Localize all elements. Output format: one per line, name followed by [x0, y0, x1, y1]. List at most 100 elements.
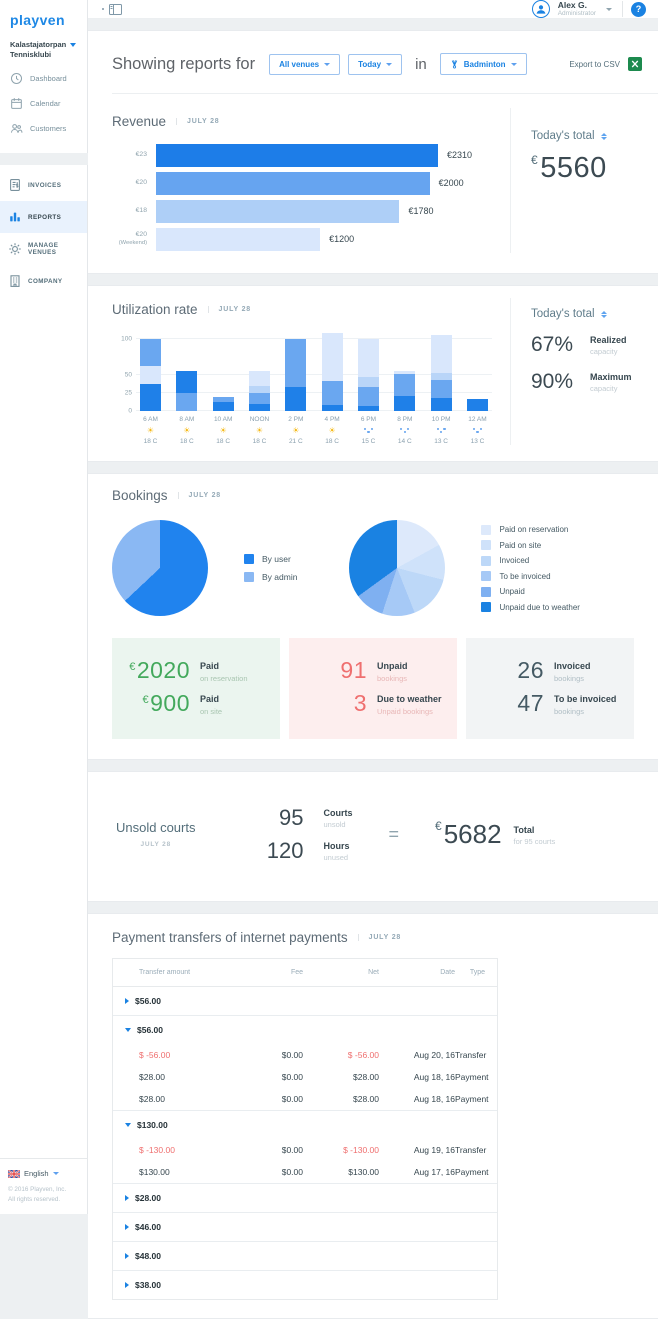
- revenue-bar-track: €2310: [156, 143, 472, 167]
- payments-table-header: Transfer amount Fee Net Date Type: [113, 959, 497, 987]
- sort-icon[interactable]: [600, 132, 607, 140]
- stat-value: €900: [142, 689, 190, 716]
- sort-icon[interactable]: [600, 310, 607, 318]
- venue-filter-button[interactable]: All venues: [269, 53, 341, 75]
- chevron-down-icon[interactable]: [606, 7, 612, 11]
- sidebar: playven Kalastajatorpan Tennisklubi Dash…: [0, 0, 88, 1222]
- cell: Aug 19, 16: [413, 1144, 455, 1155]
- stat-value: 47: [517, 689, 544, 716]
- revenue-bar-track: €2000: [156, 171, 472, 195]
- bar-segment: [430, 335, 452, 373]
- bar-segment: [176, 393, 198, 411]
- table-row: $28.00 $0.00 $28.00 Aug 18, 16 Payment: [113, 1088, 497, 1110]
- help-button[interactable]: ?: [631, 1, 646, 17]
- revenue-bar-value: €2310: [446, 150, 472, 160]
- legend-swatch: [244, 572, 254, 583]
- main-content: Alex G. Administrator ? Showing reports …: [88, 0, 658, 1319]
- sidebar-item-label: Calendar: [30, 99, 61, 109]
- sidebar-item-calendar[interactable]: Calendar: [8, 91, 81, 116]
- stat-sublabel: bookings: [377, 673, 408, 683]
- cell: $130.00: [348, 1166, 379, 1177]
- sun-icon: ☀: [146, 426, 155, 435]
- club-selector[interactable]: Kalastajatorpan Tennisklubi: [10, 40, 81, 60]
- revenue-bar: [156, 171, 430, 195]
- legend-label: Paid on site: [499, 540, 542, 550]
- transfer-group-header[interactable]: $38.00: [113, 1269, 497, 1299]
- cell: $0.00: [281, 1166, 303, 1177]
- payments-date: JULY 28: [357, 933, 401, 941]
- divider: [622, 1, 623, 17]
- sidebar-item-invoices[interactable]: INVOICES: [0, 169, 87, 201]
- expand-icon: [125, 1223, 129, 1230]
- sidebar-item-dashboard[interactable]: Dashboard: [8, 66, 81, 91]
- column-header: Transfer amount: [139, 968, 191, 976]
- expand-icon: [125, 1252, 129, 1259]
- sidebar-item-company[interactable]: COMPANY: [0, 265, 87, 297]
- sidebar-item-manage-venues[interactable]: MANAGE VENUES: [0, 233, 87, 265]
- grid-line: [136, 392, 492, 393]
- transfer-amount: $48.00: [135, 1250, 161, 1261]
- stat-value: 91: [340, 656, 367, 683]
- y-tick-label: 25: [124, 389, 132, 397]
- bar-segment: [357, 405, 379, 411]
- reports-header-card: Showing reports for All venues Today in …: [88, 30, 658, 274]
- unsold-courts-card: Unsold courts JULY 28 95 Courts unsold 120 H…: [88, 770, 658, 902]
- legend-item: By user: [244, 554, 297, 565]
- x-axis-label: 12 AM 13 C: [463, 416, 492, 445]
- transfer-group: $56.00 $ -56.00 $0.00 $ -56.00 Aug 20, 16 Tra…: [113, 1014, 497, 1110]
- revenue-bar-row: €18 €1780: [112, 197, 510, 225]
- stat-label: To be invoiced: [554, 693, 617, 704]
- utilization-bar: [430, 335, 452, 411]
- transfer-group-header[interactable]: $130.00: [113, 1109, 497, 1139]
- x-axis-label: 6 AM ☀ 18 C: [136, 416, 165, 445]
- date-filter-button[interactable]: Today: [348, 53, 403, 75]
- grid-line: [136, 338, 492, 339]
- language-selector[interactable]: English: [8, 1169, 81, 1178]
- x-axis-label: 8 PM 14 C: [390, 416, 419, 445]
- payments-table-body: $56.00 $56.00 $ -56.00 $0.00 $ -56.00 Aug 20,…: [113, 987, 497, 1299]
- revenue-summary: Today's total €5560: [510, 108, 658, 253]
- transfer-group: $56.00: [113, 987, 497, 1015]
- revenue-bar-track: €1780: [156, 199, 472, 223]
- legend-label: Paid on reservation: [499, 525, 569, 534]
- app-logo[interactable]: playven: [10, 12, 65, 28]
- sport-filter-button[interactable]: Badminton: [439, 53, 527, 75]
- bar-segment: [248, 393, 270, 404]
- transfer-group-header[interactable]: $46.00: [113, 1211, 497, 1241]
- export-csv[interactable]: Export to CSV: [569, 57, 642, 71]
- time-label: 8 PM: [397, 416, 413, 423]
- calendar-icon: [10, 97, 23, 110]
- utilization-bar: [321, 333, 343, 411]
- stat-label: Due to weather: [377, 693, 442, 704]
- bar-segment: [321, 405, 343, 411]
- cell: Payment: [455, 1093, 489, 1104]
- sidebar-toggle[interactable]: [102, 3, 122, 15]
- stat-sublabel: on site: [200, 706, 223, 716]
- bar-segment: [248, 403, 270, 411]
- bar-segment: [357, 339, 379, 378]
- transfer-group: $46.00: [113, 1211, 497, 1241]
- avatar[interactable]: [531, 0, 550, 18]
- panel-toggle-icon: [109, 3, 122, 15]
- unsold-date: JULY 28: [140, 841, 172, 848]
- y-tick-label: 100: [121, 335, 132, 343]
- y-tick-label: 0: [128, 407, 132, 415]
- transfer-amount: $130.00: [137, 1119, 168, 1130]
- transfer-group-header[interactable]: $28.00: [113, 1182, 497, 1212]
- transfer-group-header[interactable]: $56.00: [113, 1014, 497, 1044]
- sidebar-item-reports[interactable]: REPORTS: [0, 201, 87, 234]
- chevron-down-icon: [52, 1172, 59, 1176]
- legend-label: Unpaid due to weather: [499, 602, 580, 612]
- time-label: 4 PM: [324, 416, 340, 423]
- user-menu[interactable]: Alex G. Administrator: [558, 0, 596, 18]
- bar-segment: [430, 398, 452, 411]
- transfer-group-header[interactable]: $48.00: [113, 1240, 497, 1270]
- dot-icon: [102, 8, 104, 10]
- transfer-group-header[interactable]: $56.00: [113, 987, 497, 1015]
- legend-label: By user: [262, 554, 291, 565]
- bookings-by-booker-legend: By user By admin: [244, 546, 297, 590]
- legend-item: Unpaid: [481, 586, 580, 597]
- time-label: NOON: [249, 416, 270, 423]
- legend-label: Invoiced: [499, 556, 530, 565]
- sidebar-item-customers[interactable]: Customers: [8, 116, 81, 141]
